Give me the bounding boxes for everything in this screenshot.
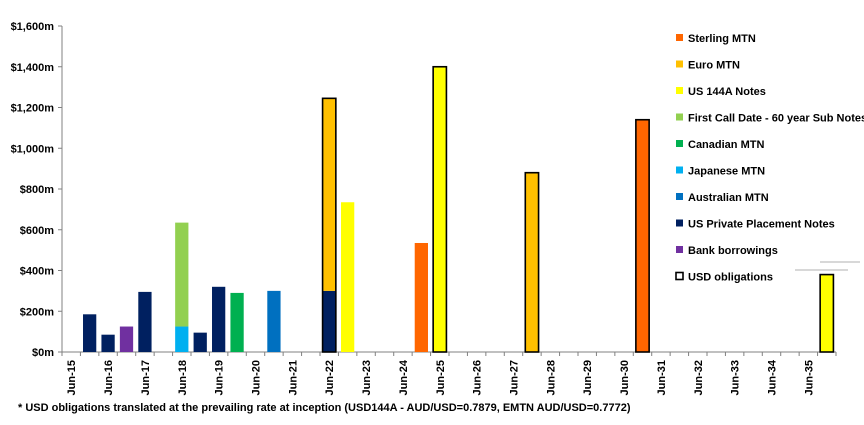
bar-sterling-mtn — [635, 119, 650, 352]
bar-us-private-placement-notes — [322, 290, 336, 352]
x-tick-label: Jun-31 — [656, 360, 668, 395]
bar-us-private-placement-notes — [193, 332, 207, 352]
legend-swatch — [676, 87, 683, 94]
bar-sterling-mtn — [414, 242, 428, 352]
y-tick-label: $1,400m — [11, 62, 55, 74]
x-tick-label: Jun-23 — [361, 360, 373, 395]
legend-label: Japanese MTN — [688, 166, 765, 178]
x-tick-label: Jun-26 — [472, 360, 484, 395]
y-tick-label: $400m — [20, 266, 54, 278]
legend-label: Bank borrowings — [688, 245, 778, 257]
x-tick-label: Jun-32 — [693, 360, 705, 395]
legend-label: Australian MTN — [688, 192, 769, 204]
bar-japanese-mtn — [175, 326, 189, 352]
x-tick-label: Jun-33 — [730, 360, 742, 395]
bar-bank-borrowings — [119, 326, 134, 352]
y-tick-label: $1,200m — [11, 103, 55, 115]
legend-swatch — [676, 60, 683, 68]
bar-us-private-placement-notes — [101, 334, 115, 352]
x-tick-label: Jun-30 — [619, 360, 631, 395]
legend-swatch — [676, 193, 683, 200]
y-tick-label: $200m — [20, 306, 54, 318]
x-tick-label: Jun-17 — [140, 360, 152, 395]
bar-canadian-mtn — [230, 292, 244, 352]
x-tick-label: Jun-28 — [545, 360, 557, 395]
x-tick-label: Jun-29 — [582, 360, 594, 395]
x-tick-label: Jun-27 — [509, 360, 521, 395]
bar-us-144a-notes — [433, 66, 447, 352]
legend-label: Sterling MTN — [688, 33, 756, 45]
bar-us-144a-notes — [820, 274, 834, 352]
legend-label: Canadian MTN — [688, 139, 764, 151]
bar-us-private-placement-notes — [138, 291, 152, 352]
legend-swatch — [676, 34, 683, 41]
legend-swatch — [676, 140, 683, 147]
legend-swatch — [676, 166, 683, 174]
legend-swatch — [676, 246, 683, 253]
footnote: * USD obligations translated at the prev… — [18, 402, 631, 414]
bar-euro-mtn — [525, 172, 539, 352]
x-tick-label: Jun-35 — [803, 360, 815, 395]
x-tick-label: Jun-21 — [287, 360, 299, 395]
legend-label: US 144A Notes — [688, 86, 766, 98]
x-tick-label: Jun-15 — [66, 360, 78, 395]
y-tick-label: $800m — [20, 184, 54, 196]
legend-label: Euro MTN — [688, 60, 740, 72]
bars — [83, 65, 835, 353]
x-tick-label: Jun-18 — [177, 360, 189, 395]
bar-us-144a-notes — [341, 202, 355, 352]
bar-euro-mtn — [322, 98, 336, 291]
legend-label: First Call Date - 60 year Sub Notes — [688, 113, 864, 125]
x-tick-label: Jun-19 — [214, 360, 226, 395]
usd-obligation-outline — [819, 273, 835, 353]
bar-us-private-placement-notes — [212, 286, 226, 352]
y-axis: $0m $200m $400m $600m $800m $1,000m $1,200m $1,… — [11, 21, 63, 359]
x-axis: Jun-15 Jun-16 Jun-17 Jun-18 Jun-19 Jun-20 Jun-… — [61, 351, 837, 395]
x-tick-label: Jun-34 — [767, 359, 779, 395]
y-tick-label: $1,600m — [11, 21, 55, 33]
usd-obligation-outline — [432, 65, 448, 353]
y-tick-label: $1,000m — [11, 143, 55, 155]
x-tick-label: Jun-20 — [251, 360, 263, 395]
usd-obligation-outline — [635, 118, 650, 353]
y-tick-label: $0m — [32, 347, 54, 359]
bar-us-private-placement-notes — [83, 314, 97, 352]
legend-swatch — [675, 271, 684, 281]
usd-obligation-outline — [524, 171, 540, 353]
legend-label: US Private Placement Notes — [688, 219, 835, 231]
y-tick-label: $600m — [20, 225, 54, 237]
usd-obligation-outline — [321, 97, 337, 353]
legend: Sterling MTN Euro MTN US 144A Notes First C… — [675, 33, 864, 284]
legend-swatch — [676, 113, 683, 121]
legend-swatch — [676, 219, 683, 227]
bar-first-call-date-60-year-sub-notes — [175, 222, 189, 327]
x-tick-label: Jun-25 — [435, 360, 447, 395]
legend-label: USD obligations — [688, 272, 773, 284]
bar-australian-mtn — [267, 290, 281, 352]
x-tick-label: Jun-24 — [398, 359, 410, 395]
x-tick-label: Jun-16 — [103, 360, 115, 395]
x-tick-label: Jun-22 — [324, 360, 336, 395]
